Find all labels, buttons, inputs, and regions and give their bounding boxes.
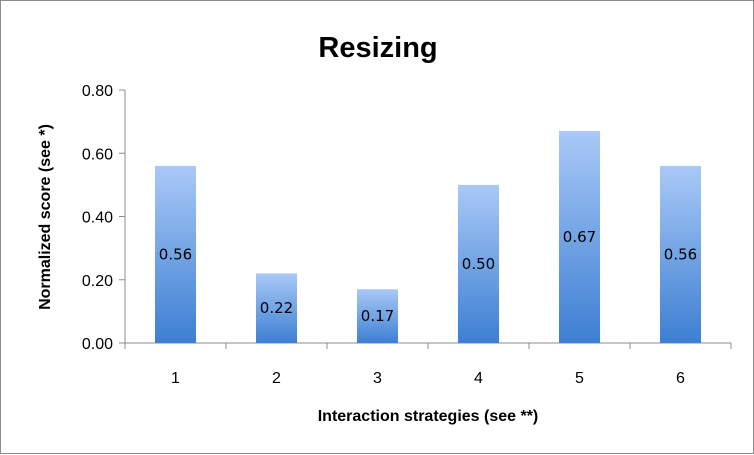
x-tick-label: 5 [575, 370, 584, 387]
bar [660, 165, 701, 343]
x-axis-title: Interaction strategies (see **) [318, 408, 539, 425]
bar-data-label: 0.67 [563, 228, 596, 246]
bar [458, 184, 499, 343]
bar-data-label: 0.56 [664, 245, 697, 263]
y-tick-label: 0.80 [82, 83, 113, 100]
bar-data-label: 0.17 [361, 307, 394, 325]
x-tick-label: 3 [373, 370, 382, 387]
x-tick-label: 4 [474, 370, 483, 387]
bar-data-label: 0.50 [462, 255, 495, 273]
bar [559, 131, 600, 343]
y-tick-label: 0.60 [82, 146, 113, 163]
chart-title: Resizing [318, 32, 437, 64]
y-tick-label: 0.20 [82, 273, 113, 290]
y-tick-label: 0.40 [82, 210, 113, 227]
bar [155, 165, 196, 343]
x-tick-label: 6 [676, 370, 685, 387]
bar [256, 273, 297, 343]
bar [357, 289, 398, 343]
bar-data-label: 0.56 [159, 245, 192, 263]
y-tick-label: 0.00 [82, 336, 113, 353]
y-axis-title: Normalized score (see *) [37, 124, 54, 310]
x-tick-label: 2 [272, 370, 281, 387]
x-tick-label: 1 [171, 370, 180, 387]
bar-data-label: 0.22 [260, 299, 293, 317]
